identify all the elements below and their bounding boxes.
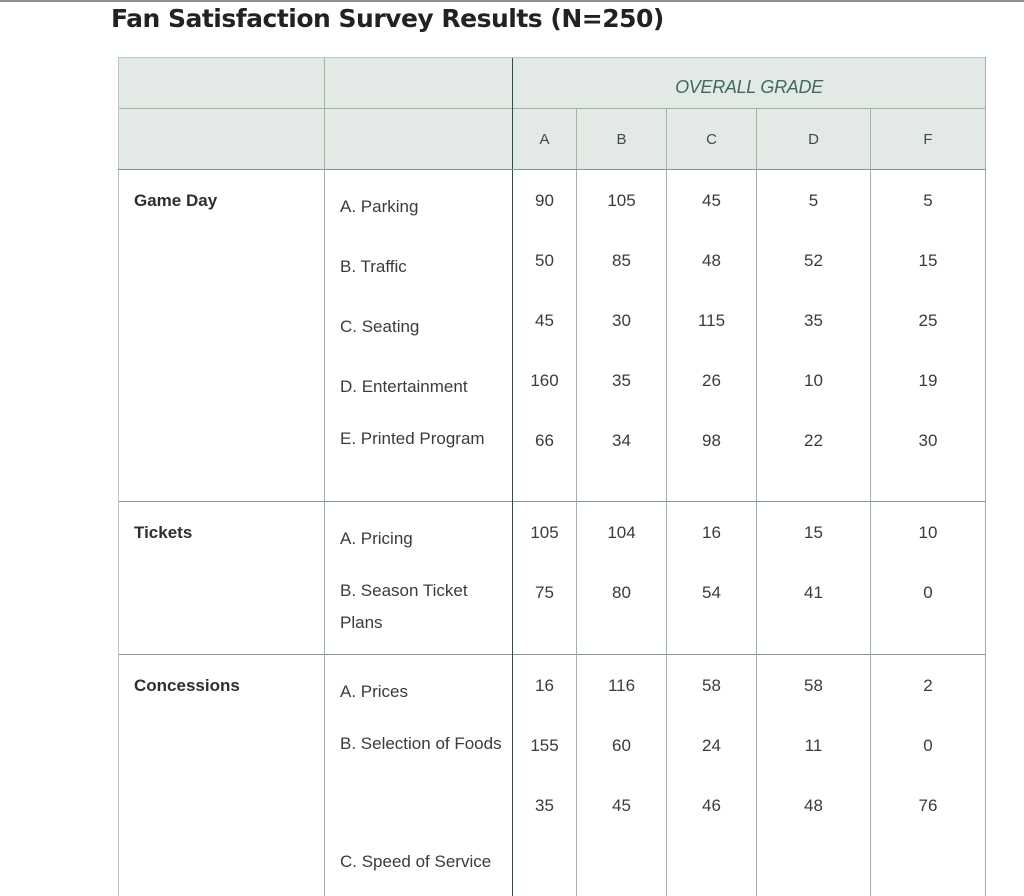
cell-value: 16 — [512, 654, 577, 715]
grade-header-d: D — [756, 108, 871, 170]
item-label: A. Pricing — [324, 501, 513, 562]
cell-value: 48 — [756, 779, 871, 896]
cell-value: 25 — [870, 289, 986, 350]
cell-value: 19 — [870, 349, 986, 410]
cell-value: 45 — [666, 169, 757, 230]
cell-value: 0 — [870, 561, 986, 655]
top-rule — [0, 0, 1024, 2]
cell-value: 5 — [870, 169, 986, 230]
item-label: C. Speed of Service — [324, 779, 513, 896]
cell-value: 50 — [512, 229, 577, 290]
table-row: B. Traffic 50 85 48 52 15 — [119, 229, 986, 290]
table-row: D. Entertainment 160 35 26 10 19 — [119, 349, 986, 410]
survey-table: OVERALL GRADE A B C D F Game Day A. Park… — [118, 57, 986, 896]
cell-value: 85 — [576, 229, 667, 290]
cell-value: 75 — [512, 561, 577, 655]
cell-value: 105 — [576, 169, 667, 230]
cell-value: 46 — [666, 779, 757, 896]
item-label: A. Parking — [324, 169, 513, 230]
cell-value: 66 — [512, 409, 577, 502]
item-label: A. Prices — [324, 654, 513, 715]
header-row-group: OVERALL GRADE — [118, 57, 986, 109]
header-row-grades: A B C D F — [118, 108, 986, 170]
cell-value: 80 — [576, 561, 667, 655]
cell-value: 0 — [870, 714, 986, 780]
cell-value: 15 — [756, 501, 871, 562]
cell-value: 48 — [666, 229, 757, 290]
cell-value: 26 — [666, 349, 757, 410]
table-row: B. Season Ticket Plans 75 80 54 41 0 — [119, 561, 986, 655]
grade-header-c: C — [666, 108, 757, 170]
cell-value: 76 — [870, 779, 986, 896]
page-title: Fan Satisfaction Survey Results (N=250) — [111, 4, 664, 33]
cell-value: 116 — [576, 654, 667, 715]
cell-value: 10 — [870, 501, 986, 562]
cell-value: 60 — [576, 714, 667, 780]
cell-value: 2 — [870, 654, 986, 715]
cell-value: 160 — [512, 349, 577, 410]
cell-value: 58 — [756, 654, 871, 715]
cell-value: 10 — [756, 349, 871, 410]
cell-value: 41 — [756, 561, 871, 655]
overall-grade-header: OVERALL GRADE — [512, 57, 986, 109]
cell-value: 5 — [756, 169, 871, 230]
header-blank-category — [118, 108, 325, 170]
cell-value: 35 — [576, 349, 667, 410]
grade-header-a: A — [512, 108, 577, 170]
cell-value: 54 — [666, 561, 757, 655]
cell-value: 30 — [576, 289, 667, 350]
header-blank-category — [118, 57, 325, 109]
cell-value: 35 — [756, 289, 871, 350]
table-row: C. Speed of Service 35 45 46 48 76 — [119, 779, 986, 896]
item-label: D. Entertainment — [324, 349, 513, 410]
cell-value: 45 — [512, 289, 577, 350]
table-row: Game Day A. Parking 90 105 45 5 5 — [118, 169, 986, 502]
table-row: B. Selection of Foods 155 60 24 11 0 — [119, 714, 986, 780]
cell-value: 30 — [870, 409, 986, 502]
table-row: C. Seating 45 30 115 35 25 — [119, 289, 986, 350]
header-blank-item — [324, 57, 513, 109]
table-row: Tickets A. Pricing 105 104 16 15 10 — [118, 501, 986, 655]
cell-value: 22 — [756, 409, 871, 502]
item-label: B. Traffic — [324, 229, 513, 290]
cell-value: 35 — [512, 779, 577, 896]
grade-header-b: B — [576, 108, 667, 170]
cell-value: 15 — [870, 229, 986, 290]
table-row: Concessions A. Prices 16 116 58 58 2 — [118, 654, 986, 896]
cell-value: 90 — [512, 169, 577, 230]
item-label: B. Selection of Foods — [324, 714, 513, 780]
cell-value: 45 — [576, 779, 667, 896]
cell-value: 58 — [666, 654, 757, 715]
cell-value: 98 — [666, 409, 757, 502]
category-concessions: Concessions — [118, 654, 325, 896]
table-row: E. Printed Program 66 34 98 22 30 — [119, 409, 986, 502]
cell-value: 16 — [666, 501, 757, 562]
item-label: B. Season Ticket Plans — [324, 561, 513, 655]
category-game-day: Game Day — [118, 169, 325, 502]
cell-value: 115 — [666, 289, 757, 350]
cell-value: 105 — [512, 501, 577, 562]
cell-value: 11 — [756, 714, 871, 780]
cell-value: 24 — [666, 714, 757, 780]
cell-value: 34 — [576, 409, 667, 502]
grade-header-f: F — [870, 108, 986, 170]
header-blank-item — [324, 108, 513, 170]
cell-value: 155 — [512, 714, 577, 780]
category-tickets: Tickets — [118, 501, 325, 655]
cell-value: 104 — [576, 501, 667, 562]
item-label: C. Seating — [324, 289, 513, 350]
item-label: E. Printed Program — [324, 409, 513, 502]
cell-value: 52 — [756, 229, 871, 290]
